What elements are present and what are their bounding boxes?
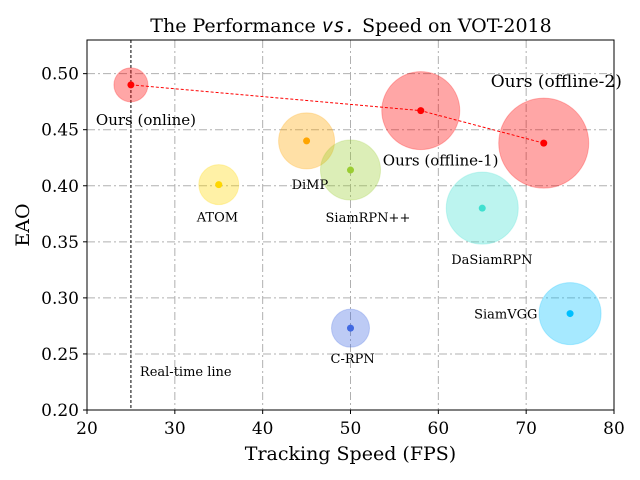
real-time-line: Real-time line <box>130 40 232 410</box>
chart-title-part-2: vs. <box>322 15 356 37</box>
label-dasiamrpn: DaSiamRPN <box>451 253 532 268</box>
bubbles <box>113 67 602 348</box>
y-tick-label: 0.35 <box>41 233 79 253</box>
axis-ticks: 20 30 40 50 60 70 80 0.20 0.25 0.30 0.35 0.40 0.45 0.… <box>41 65 625 439</box>
x-tick-label: 20 <box>76 419 98 439</box>
point-siamvgg <box>566 310 574 318</box>
chart-title: The Performance vs. Speed on VOT-2018 <box>150 15 551 37</box>
point-atom <box>215 181 223 189</box>
y-tick-label: 0.40 <box>41 177 79 197</box>
trend-line <box>130 84 544 144</box>
label-c-rpn: C-RPN <box>331 352 375 367</box>
real-time-line-label: Real-time line <box>140 365 232 380</box>
label-siamrpn: SiamRPN++ <box>326 211 411 226</box>
label-atom: ATOM <box>196 211 238 226</box>
y-axis-label: EAO <box>12 203 34 246</box>
point-labels: Ours (online) Ours (offline-1) Ours (offli… <box>96 72 622 367</box>
label-siamvgg: SiamVGG <box>474 308 537 323</box>
y-tick-label: 0.30 <box>41 289 79 309</box>
x-tick-label: 40 <box>252 419 274 439</box>
label-ours-offline-1: Ours (offline-1) <box>383 152 499 170</box>
point-siamrpn <box>347 166 354 174</box>
point-c-rpn <box>347 324 354 332</box>
x-tick-label: 70 <box>515 419 537 439</box>
x-tick-label: 30 <box>164 419 186 439</box>
x-axis-label: Tracking Speed (FPS) <box>245 443 456 465</box>
ours-trend-polyline <box>130 84 544 144</box>
label-ours-online: Ours (online) <box>96 111 196 129</box>
chart-title-part-3: Speed on VOT-2018 <box>356 15 552 37</box>
label-dimp: DiMP <box>292 178 329 193</box>
point-dasiamrpn <box>478 204 486 212</box>
label-ours-offline-2: Ours (offline-2) <box>491 72 622 92</box>
x-tick-label: 50 <box>340 419 362 439</box>
x-tick-label: 60 <box>428 419 450 439</box>
point-dimp <box>303 137 311 145</box>
x-tick-label: 80 <box>603 419 625 439</box>
y-tick-label: 0.20 <box>41 401 79 421</box>
point-ours-offline-2 <box>540 139 548 147</box>
y-tick-label: 0.45 <box>41 121 79 141</box>
y-tick-label: 0.50 <box>41 65 79 85</box>
y-tick-label: 0.25 <box>41 345 79 365</box>
chart-title-part-1: The Performance <box>150 15 322 37</box>
grid-lines <box>87 40 614 410</box>
